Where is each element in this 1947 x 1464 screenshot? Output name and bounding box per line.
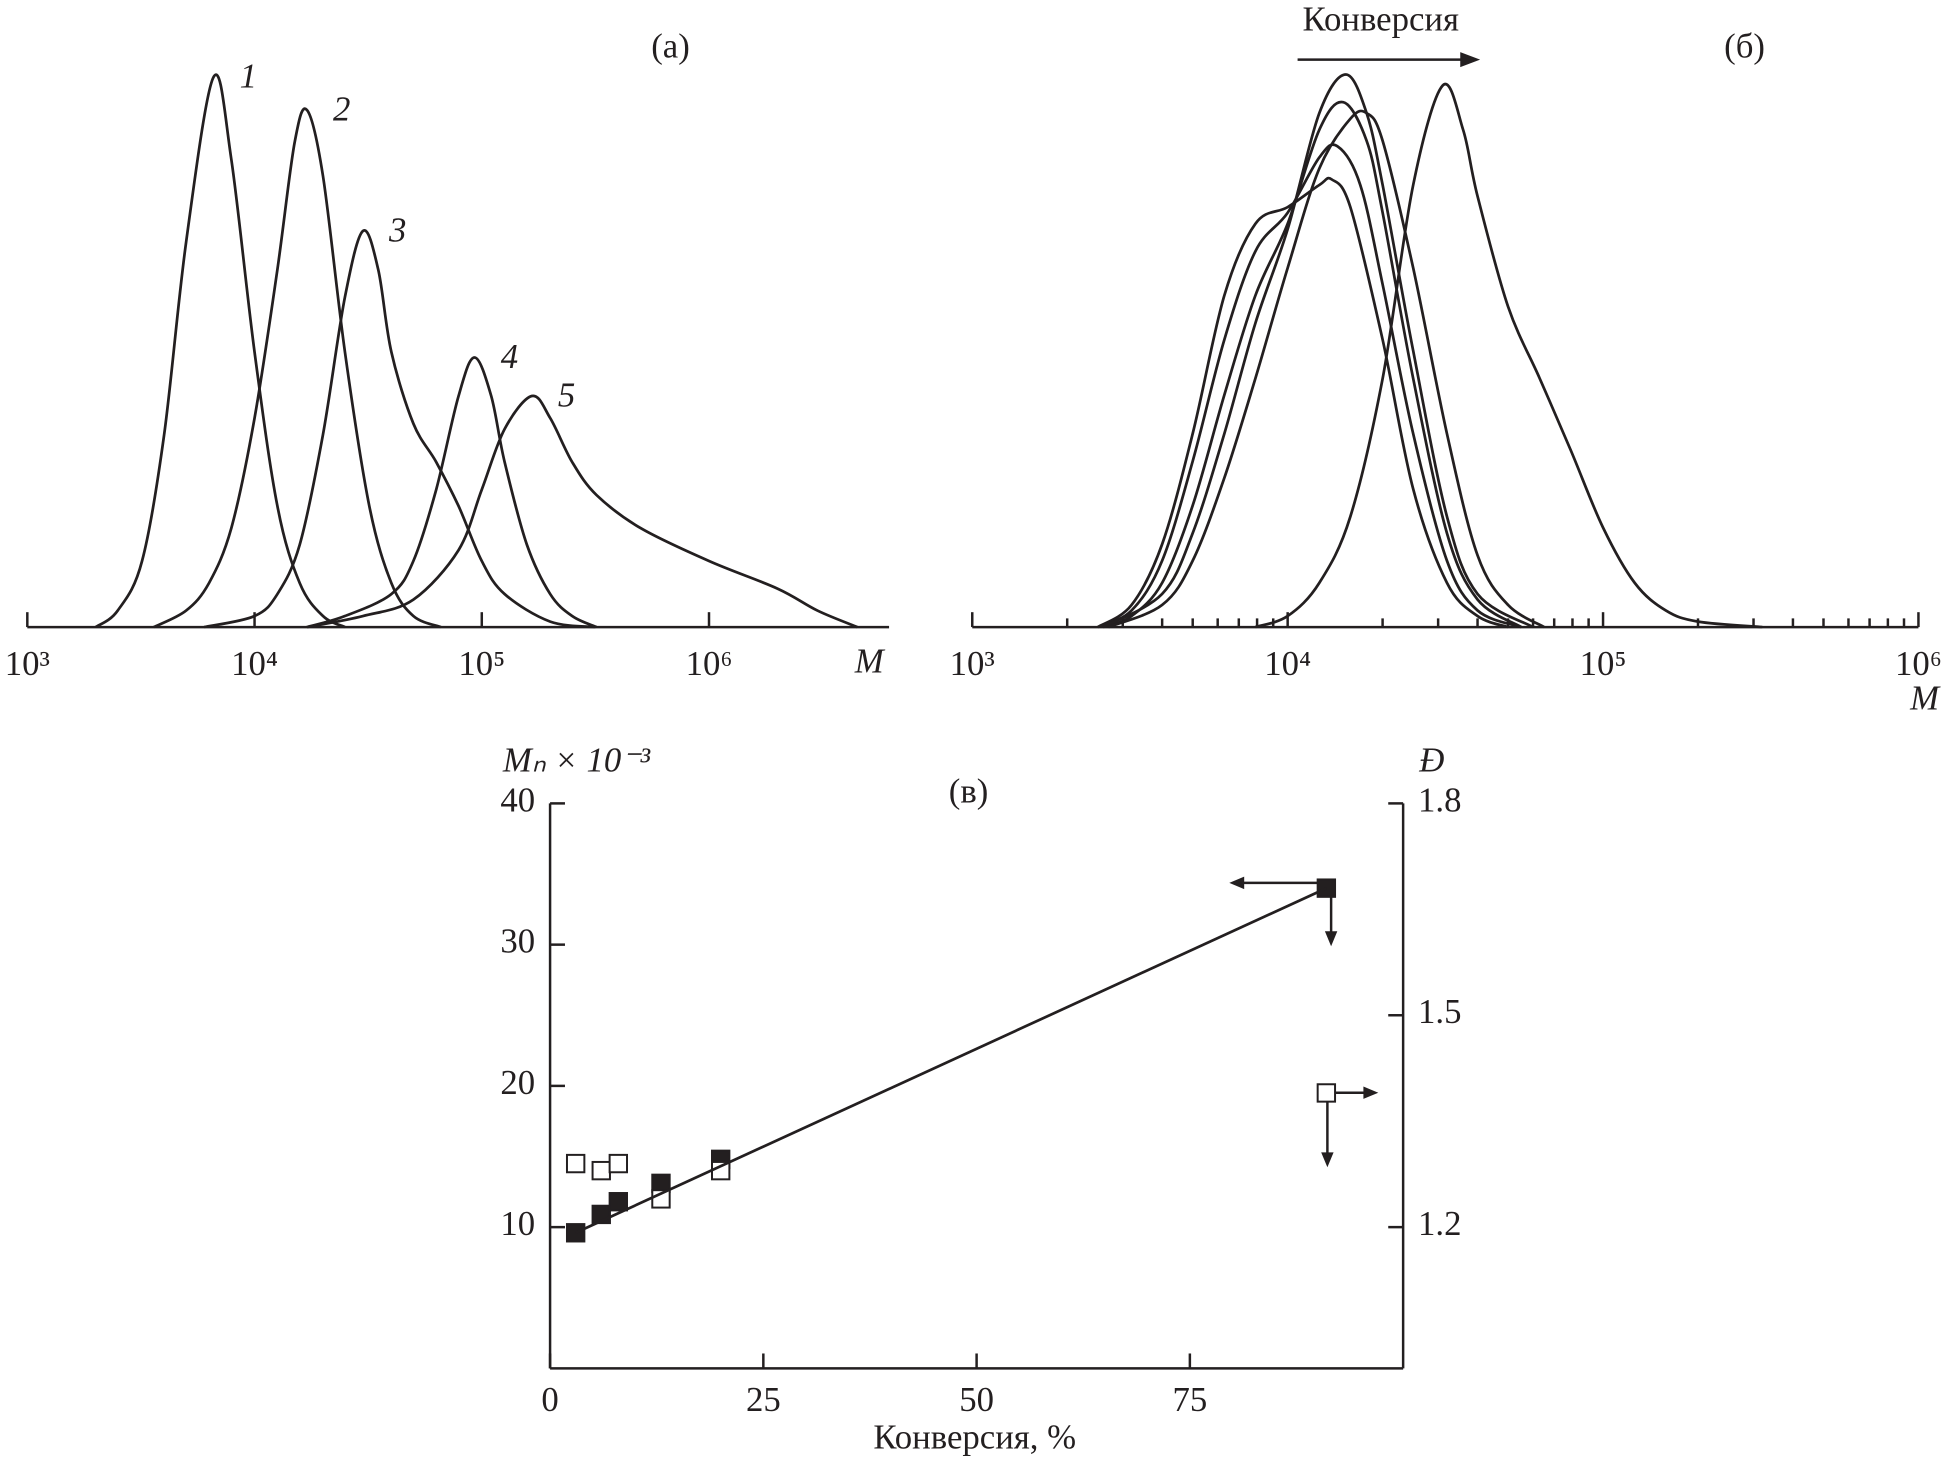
arrowhead	[1229, 876, 1245, 890]
x-tick-label: 10⁶	[686, 644, 733, 683]
panel-label: (в)	[949, 772, 989, 811]
fit-line	[575, 886, 1327, 1235]
curve	[94, 73, 346, 629]
curve-label: 4	[501, 337, 518, 376]
x-tick-label: 0	[541, 1380, 558, 1419]
open-square-marker	[608, 1153, 629, 1174]
y-tick-label: 30	[500, 922, 535, 961]
panel-label: (б)	[1724, 27, 1765, 66]
x-axis-label: M	[854, 641, 886, 680]
y2-tick-label: 1.2	[1418, 1204, 1461, 1243]
panel-label: (а)	[651, 27, 690, 66]
y-tick-label: 40	[500, 780, 535, 819]
x-tick-label: 10⁴	[231, 644, 278, 683]
curve	[306, 394, 858, 629]
y2-tick-label: 1.8	[1418, 780, 1461, 819]
curve	[1097, 143, 1522, 629]
open-square-marker	[1316, 1083, 1337, 1103]
curve-label: 1	[240, 56, 257, 95]
curve	[1107, 109, 1545, 629]
y-axis-label: Mₙ × 10⁻³	[502, 741, 651, 780]
x-tick-label: 75	[1172, 1380, 1207, 1419]
x-axis-label: Конверсия, %	[873, 1417, 1076, 1456]
curve-label: 3	[388, 210, 406, 249]
curve	[1102, 73, 1534, 629]
x-tick-label: 50	[959, 1380, 994, 1419]
open-square-marker	[565, 1153, 586, 1174]
y2-tick-label: 1.5	[1418, 992, 1461, 1031]
y2-axis-label: Đ	[1418, 741, 1444, 780]
x-tick-label: 10⁶	[1895, 644, 1942, 683]
open-square-marker	[591, 1160, 611, 1181]
filled-square-marker	[608, 1192, 629, 1212]
curve	[1102, 100, 1522, 629]
x-tick-label: 25	[746, 1380, 781, 1419]
x-tick-label: 10⁵	[458, 644, 505, 683]
arrowhead	[1363, 1086, 1379, 1099]
curve-label: 2	[333, 89, 350, 128]
x-tick-label: 10³	[950, 644, 995, 683]
curve	[1097, 176, 1509, 629]
curve	[153, 107, 442, 629]
arrowhead	[1460, 52, 1481, 68]
curve	[1254, 82, 1763, 629]
x-tick-label: 10³	[5, 644, 50, 683]
curve-label: 5	[558, 376, 575, 415]
y-tick-label: 20	[500, 1063, 535, 1102]
y-tick-label: 10	[500, 1204, 535, 1243]
x-tick-label: 10⁵	[1580, 644, 1627, 683]
arrowhead	[1324, 931, 1338, 947]
annotation: Конверсия	[1303, 0, 1459, 38]
x-axis-label: M	[1909, 679, 1941, 718]
curve	[306, 356, 598, 629]
arrowhead	[1321, 1152, 1334, 1168]
x-tick-label: 10⁴	[1264, 644, 1311, 683]
curve	[203, 229, 596, 629]
